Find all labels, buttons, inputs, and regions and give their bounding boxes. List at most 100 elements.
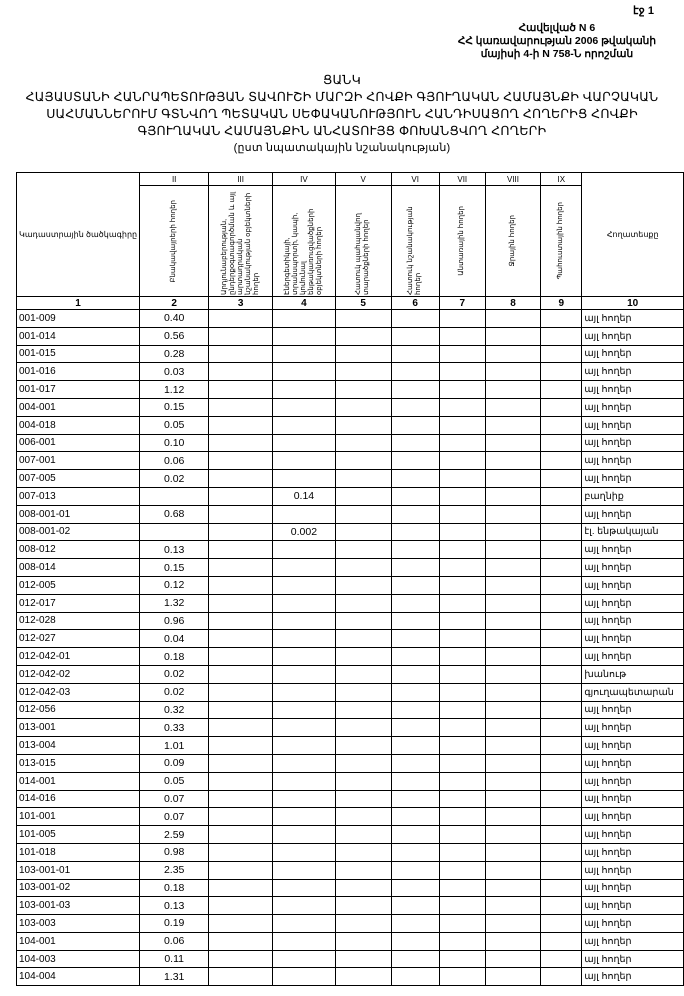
area-cell [438,860,486,880]
cadastral-code-cell: 007-001 [15,451,141,471]
table-row: 012-028 0.96 այլ հողեր [15,611,684,631]
column-header: Անտառային հողեր [438,185,486,297]
land-type-cell: էլ. ենթակայան [581,522,684,542]
cadastral-code-cell: 008-012 [15,540,141,560]
area-cell [438,771,486,791]
area-cell [390,682,440,702]
area-cell [540,344,583,364]
table-row: 104-003 0.11 այլ հողեր [15,949,684,969]
land-type-cell: այլ հողեր [581,575,684,595]
land-type-cell: այլ հողեր [581,931,684,951]
table-row: 012-042-01 0.18 այլ հողեր [15,647,684,666]
area-cell [208,842,273,862]
area-cell [390,771,440,791]
area-cell [334,664,392,684]
area-cell [540,415,583,435]
table-row: 001-009 0.40 այլ հողեր [15,309,684,328]
cadastral-code-cell: 014-001 [15,771,141,791]
land-type-cell: այլ հողեր [581,415,684,435]
table-row: 014-016 0.07 այլ հողեր [15,789,684,809]
area-cell [484,469,542,488]
area-cell [438,540,486,560]
table-row: 007-001 0.06 այլ հողեր [15,451,684,471]
table-row: 004-001 0.15 այլ հողեր [15,397,684,417]
area-cell [334,896,392,916]
area-cell [208,860,273,880]
area-cell [390,397,440,417]
table-row: 004-018 0.05 այլ հողեր [15,415,684,435]
land-type-cell: այլ հողեր [581,967,684,987]
area-cell [438,931,486,951]
land-type-cell: այլ հողեր [581,504,684,524]
column-header-label: Ջրային հողեր [508,215,516,267]
area-cell [540,397,583,417]
cadastral-code-cell: 001-016 [15,362,141,382]
area-cell: 1.31 [139,967,210,987]
area-cell [390,504,440,524]
table-row: 008-014 0.15 այլ հողեր [15,558,684,577]
table-row: 101-001 0.07 այլ հողեր [15,807,684,827]
area-cell [540,860,583,880]
area-cell [208,807,273,827]
title-line: ՍԱՀՄԱՆՆԵՐՈՒՄ ԳՏՆՎՈՂ ՊԵՏԱԿԱՆ ՍԵՓԱԿԱՆՈՒԹՅՈ… [46,107,638,121]
cadastral-code-cell: 103-001-02 [15,878,141,898]
area-cell [390,380,440,399]
area-cell [484,842,542,862]
table-row: 103-001-03 0.13 այլ հողեր [15,896,684,916]
area-cell [540,931,583,951]
table-row: 101-005 2.59 այլ հողեր [15,825,684,844]
area-cell [390,522,440,542]
area-cell [540,842,583,862]
area-cell [390,469,440,488]
area-cell [390,558,440,577]
area-cell [540,878,583,898]
column-header-label: Պահուստային հողեր [557,202,565,280]
land-type-cell: այլ հողեր [581,718,684,738]
title-line: ՑԱՆԿ [323,73,361,87]
area-cell [390,753,440,773]
area-cell [484,878,542,898]
land-type-cell: այլ հողեր [581,807,684,827]
cadastral-code-cell: 001-014 [15,326,141,346]
area-cell [540,593,583,613]
area-cell [334,380,392,399]
area-cell [390,362,440,382]
area-cell [272,397,336,417]
roman-numeral: II [139,172,210,186]
area-cell [272,896,336,916]
area-cell [272,664,336,684]
land-type-cell: այլ հողեր [581,451,684,471]
area-cell [334,949,392,969]
table-row: 014-001 0.05 այլ հողեր [15,771,684,791]
area-cell [484,825,542,844]
area-cell [438,718,486,738]
area-cell [272,967,336,987]
area-cell [438,522,486,542]
area-cell [390,931,440,951]
area-cell [484,451,542,471]
area-cell [390,949,440,969]
area-cell [208,575,273,595]
area-cell [484,807,542,827]
area-cell [334,682,392,702]
land-type-cell: գյուղապետարան [581,682,684,702]
roman-numeral: VIII [484,172,542,186]
cadastral-code-cell: 012-042-01 [15,647,141,666]
area-cell [438,842,486,862]
area-cell: 0.96 [139,611,210,631]
area-cell [334,878,392,898]
annex-line: ՀՀ կառավարության 2006 թվականի [457,35,656,47]
area-cell [334,326,392,346]
land-type-cell: այլ հողեր [581,593,684,613]
cadastral-code-cell: 008-001-02 [15,522,141,542]
area-cell [438,949,486,969]
area-cell [484,540,542,560]
area-cell [390,309,440,328]
area-cell [438,380,486,399]
table-row: 001-016 0.03 այլ հողեր [15,362,684,382]
column-number: 6 [390,296,440,310]
table-row: 012-042-03 0.02 գյուղապետարան [15,682,684,702]
area-cell [334,558,392,577]
area-cell: 0.002 [272,522,336,542]
area-cell [272,611,336,631]
